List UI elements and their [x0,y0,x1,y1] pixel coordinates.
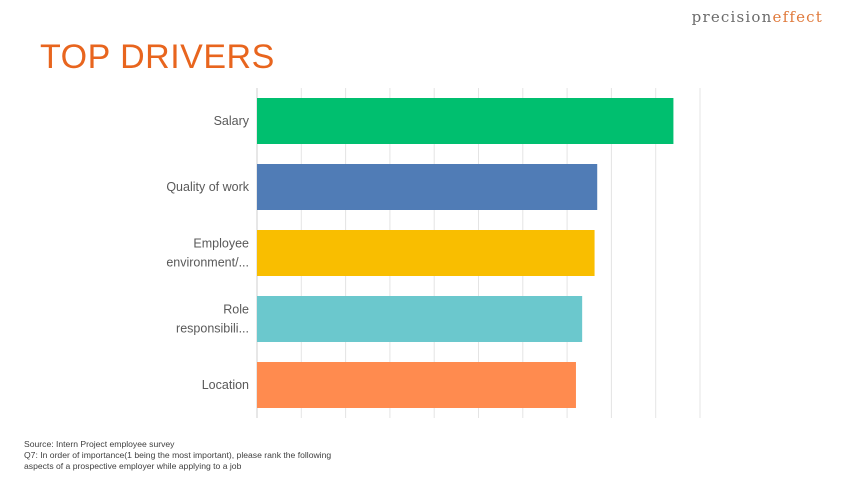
category-label-3: Role responsibili... [176,303,249,336]
category-label-2: Employee environment/... [166,237,249,270]
category-label-line: Salary [214,114,250,128]
category-label-line: environment/... [166,256,249,270]
category-label-1: Quality of work [166,180,249,194]
bar-0 [257,98,674,144]
logo-word-effect: effect [772,8,823,26]
bar-1 [257,164,598,210]
category-label-line: Role [223,303,249,317]
chart-footnote: Source: Intern Project employee survey Q… [24,439,331,472]
bar-2 [257,230,595,276]
chart-category-labels: Salary Quality of work Employee environment… [166,114,249,392]
logo-word-precision: precision [691,8,773,26]
footnote-question-line-2: aspects of a prospective employer while … [24,461,242,471]
category-label-line: Employee [193,237,249,251]
category-label-line: Location [202,378,249,392]
page-title: TOP DRIVERS [40,38,275,76]
chart-bars [257,98,674,408]
bar-4 [257,362,576,408]
bar-3 [257,296,583,342]
footnote-source: Source: Intern Project employee survey [24,439,175,449]
brand-logo: precisioneffect [692,8,823,26]
category-label-4: Location [202,378,249,392]
category-label-0: Salary [214,114,250,128]
category-label-line: Quality of work [166,180,249,194]
footnote-question-line-1: Q7: In order of importance(1 being the m… [24,450,332,460]
category-label-line: responsibili... [176,322,249,336]
